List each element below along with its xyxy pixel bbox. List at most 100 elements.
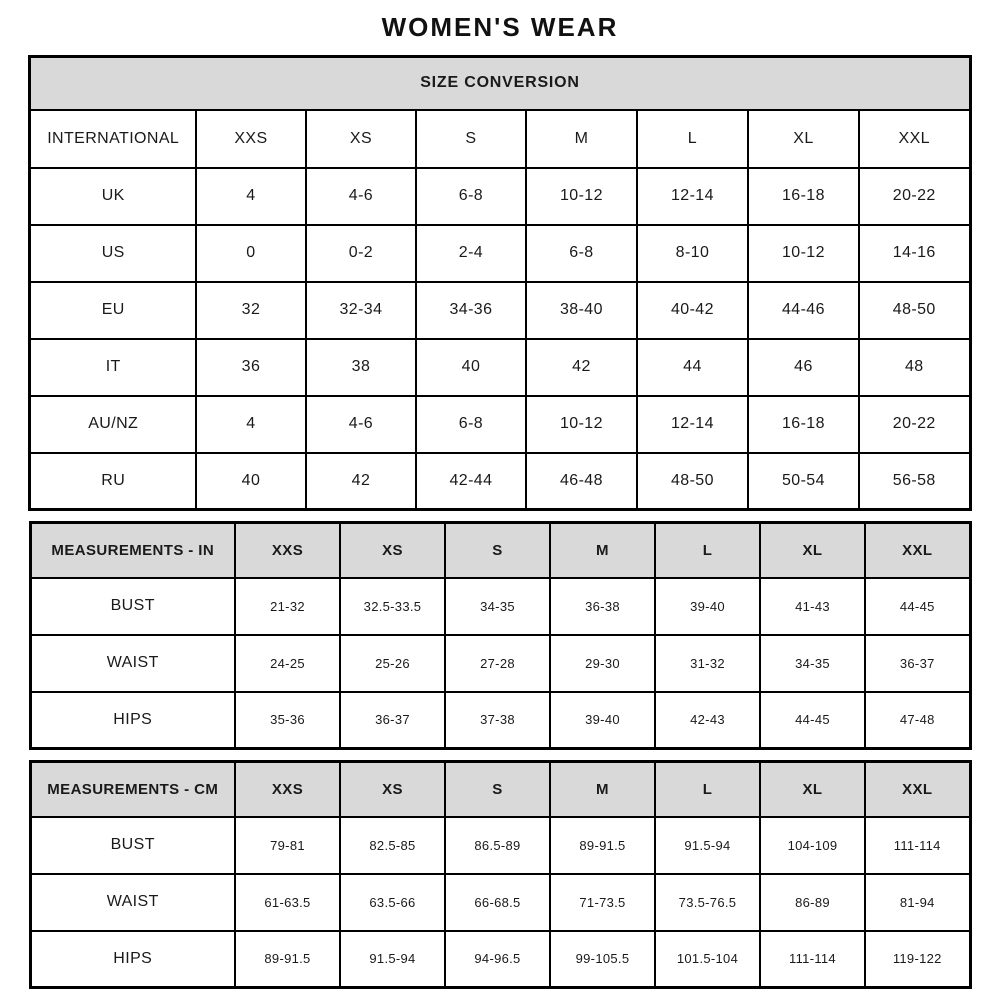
cell: 0 — [194, 223, 307, 283]
cell: 0-2 — [304, 223, 417, 283]
page-title: WOMEN'S WEAR — [381, 12, 619, 42]
column-header: XXS — [194, 108, 307, 169]
cell: 24-25 — [234, 633, 341, 693]
cell: 86-89 — [759, 872, 866, 932]
cell: 34-35 — [759, 633, 866, 693]
row-label: RU — [28, 451, 197, 511]
column-header: XL — [746, 108, 860, 169]
cell: 66-68.5 — [444, 872, 551, 932]
cell: 46-48 — [524, 451, 638, 511]
row-label: AU/NZ — [28, 394, 197, 454]
cell: 20-22 — [857, 394, 972, 454]
cell: 21-32 — [234, 576, 341, 636]
row-label: HIPS — [29, 690, 236, 750]
cell: 40 — [194, 451, 307, 511]
cell: 73.5-76.5 — [654, 872, 761, 932]
column-header-row: MEASUREMENTS - IN XXS XS S M L XL XXL — [29, 521, 971, 579]
cell: 44-46 — [746, 280, 860, 340]
cell: 63.5-66 — [339, 872, 446, 932]
cell: 4-6 — [304, 166, 417, 226]
table-row: BUST 79-81 82.5-85 86.5-89 89-91.5 91.5-… — [29, 815, 971, 875]
cell: 38-40 — [524, 280, 638, 340]
column-header: S — [414, 108, 527, 169]
cell: 44-45 — [864, 576, 971, 636]
column-header: INTERNATIONAL — [28, 108, 197, 169]
cell: 40 — [414, 337, 527, 397]
column-header: M — [524, 108, 638, 169]
cell: 37-38 — [444, 690, 551, 750]
table-gap — [0, 750, 1000, 760]
table-title-row: SIZE CONVERSION — [28, 55, 972, 111]
column-header: XXL — [857, 108, 972, 169]
column-header: XXS — [234, 760, 341, 818]
cell: 46 — [746, 337, 860, 397]
cell: 12-14 — [635, 394, 749, 454]
cell: 41-43 — [759, 576, 866, 636]
size-conversion-title: SIZE CONVERSION — [28, 55, 972, 111]
column-header: XS — [339, 760, 446, 818]
cell: 56-58 — [857, 451, 972, 511]
cell: 111-114 — [759, 929, 866, 989]
cell: 39-40 — [549, 690, 656, 750]
cell: 119-122 — [864, 929, 971, 989]
cell: 12-14 — [635, 166, 749, 226]
cell: 48-50 — [857, 280, 972, 340]
cell: 94-96.5 — [444, 929, 551, 989]
column-header: M — [549, 521, 656, 579]
cell: 10-12 — [746, 223, 860, 283]
cell: 2-4 — [414, 223, 527, 283]
cell: 16-18 — [746, 166, 860, 226]
cell: 16-18 — [746, 394, 860, 454]
cell: 42 — [524, 337, 638, 397]
cell: 8-10 — [635, 223, 749, 283]
cell: 25-26 — [339, 633, 446, 693]
cell: 31-32 — [654, 633, 761, 693]
row-label: UK — [28, 166, 197, 226]
cell: 27-28 — [444, 633, 551, 693]
measurements-in-table: MEASUREMENTS - IN XXS XS S M L XL XXL BU… — [28, 521, 972, 750]
cell: 39-40 — [654, 576, 761, 636]
cell: 34-35 — [444, 576, 551, 636]
measurements-in-title: MEASUREMENTS - IN — [29, 521, 236, 579]
cell: 50-54 — [746, 451, 860, 511]
cell: 99-105.5 — [549, 929, 656, 989]
table-gap — [0, 511, 1000, 521]
cell: 32-34 — [304, 280, 417, 340]
column-header: L — [635, 108, 749, 169]
column-header: L — [654, 760, 761, 818]
column-header: XS — [304, 108, 417, 169]
cell: 4 — [194, 394, 307, 454]
cell: 48 — [857, 337, 972, 397]
column-header: XS — [339, 521, 446, 579]
column-header: L — [654, 521, 761, 579]
table-row: UK 4 4-6 6-8 10-12 12-14 16-18 20-22 — [28, 166, 972, 226]
cell: 36 — [194, 337, 307, 397]
column-header: XXS — [234, 521, 341, 579]
table-row: IT 36 38 40 42 44 46 48 — [28, 337, 972, 397]
cell: 34-36 — [414, 280, 527, 340]
cell: 71-73.5 — [549, 872, 656, 932]
cell: 36-37 — [864, 633, 971, 693]
cell: 32.5-33.5 — [339, 576, 446, 636]
cell: 36-37 — [339, 690, 446, 750]
cell: 32 — [194, 280, 307, 340]
cell: 89-91.5 — [234, 929, 341, 989]
column-header: XXL — [864, 760, 971, 818]
column-header: XL — [759, 760, 866, 818]
table-row: RU 40 42 42-44 46-48 48-50 50-54 56-58 — [28, 451, 972, 511]
row-label: BUST — [29, 576, 236, 636]
cell: 42 — [304, 451, 417, 511]
cell: 10-12 — [524, 166, 638, 226]
cell: 29-30 — [549, 633, 656, 693]
column-header: XL — [759, 521, 866, 579]
cell: 4 — [194, 166, 307, 226]
cell: 89-91.5 — [549, 815, 656, 875]
column-header: M — [549, 760, 656, 818]
row-label: US — [28, 223, 197, 283]
cell: 35-36 — [234, 690, 341, 750]
cell: 42-43 — [654, 690, 761, 750]
cell: 81-94 — [864, 872, 971, 932]
cell: 38 — [304, 337, 417, 397]
cell: 48-50 — [635, 451, 749, 511]
table-row: WAIST 24-25 25-26 27-28 29-30 31-32 34-3… — [29, 633, 971, 693]
